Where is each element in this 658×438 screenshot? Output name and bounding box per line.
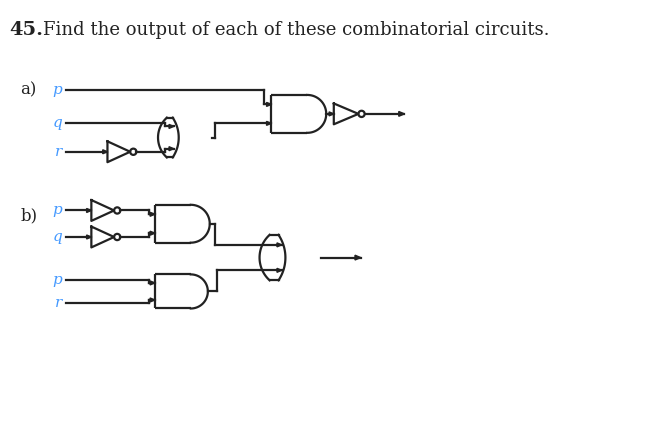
Polygon shape xyxy=(150,298,155,302)
Text: a): a) xyxy=(20,82,37,99)
Text: p: p xyxy=(52,83,62,97)
Text: 45.: 45. xyxy=(9,21,43,39)
Polygon shape xyxy=(266,121,271,125)
Polygon shape xyxy=(266,102,271,106)
Text: q: q xyxy=(52,117,62,131)
Text: r: r xyxy=(55,296,62,310)
Polygon shape xyxy=(150,212,155,216)
Polygon shape xyxy=(169,147,174,151)
Polygon shape xyxy=(103,150,107,154)
Polygon shape xyxy=(355,255,361,260)
Polygon shape xyxy=(399,112,405,116)
Text: Find the output of each of these combinatorial circuits.: Find the output of each of these combina… xyxy=(43,21,549,39)
Polygon shape xyxy=(87,208,91,212)
Polygon shape xyxy=(150,281,155,285)
Text: q: q xyxy=(52,230,62,244)
Polygon shape xyxy=(150,231,155,235)
Polygon shape xyxy=(87,235,91,239)
Polygon shape xyxy=(329,112,334,116)
Text: p: p xyxy=(52,204,62,218)
Text: b): b) xyxy=(20,208,38,225)
Polygon shape xyxy=(169,124,174,128)
Text: r: r xyxy=(55,145,62,159)
Polygon shape xyxy=(277,243,282,247)
Polygon shape xyxy=(277,268,282,272)
Text: p: p xyxy=(52,272,62,286)
